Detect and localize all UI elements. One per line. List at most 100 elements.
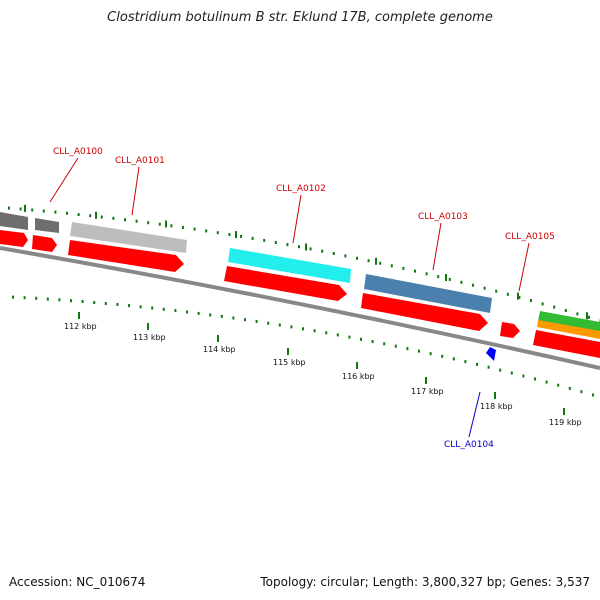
minor-tick bbox=[193, 227, 196, 231]
minor-tick bbox=[429, 352, 432, 356]
minor-tick bbox=[476, 362, 478, 366]
cog-bar-cll-a0105-green[interactable] bbox=[538, 311, 600, 332]
tick-label: 117 kbp bbox=[411, 387, 444, 396]
minor-tick bbox=[313, 329, 316, 333]
minor-tick bbox=[263, 238, 266, 242]
cds-track bbox=[0, 230, 600, 361]
minor-tick bbox=[495, 289, 498, 293]
minor-tick bbox=[54, 210, 57, 214]
minor-tick bbox=[209, 313, 212, 317]
cog-bar-cll-a0103[interactable] bbox=[364, 274, 492, 313]
minor-tick bbox=[112, 216, 115, 220]
minor-tick bbox=[93, 301, 96, 304]
cog-bar-cll-a0100[interactable] bbox=[35, 218, 59, 233]
cog-bar-partial-left[interactable] bbox=[0, 212, 28, 230]
minor-tick bbox=[124, 218, 126, 222]
cds-arrow-cll-a0103[interactable] bbox=[361, 293, 488, 331]
major-tick bbox=[217, 335, 219, 342]
minor-tick bbox=[8, 206, 10, 210]
major-tick bbox=[356, 362, 358, 369]
minor-tick bbox=[298, 245, 300, 249]
minor-tick bbox=[81, 300, 84, 303]
cog-track bbox=[0, 212, 600, 339]
minor-tick bbox=[244, 318, 246, 322]
minor-tick bbox=[336, 333, 339, 337]
gene-label-cll-a0104[interactable]: CLL_A0104 bbox=[444, 440, 494, 450]
cds-arrow-partial-left[interactable] bbox=[0, 230, 28, 247]
major-tick bbox=[235, 231, 237, 239]
cds-arrow-cll-a0101[interactable] bbox=[68, 240, 184, 272]
minor-tick bbox=[274, 241, 277, 244]
minor-tick bbox=[360, 337, 362, 341]
minor-tick bbox=[278, 323, 281, 327]
genome-backbone bbox=[0, 246, 600, 370]
minor-tick bbox=[240, 234, 242, 238]
minor-tick bbox=[205, 229, 208, 233]
minor-tick bbox=[197, 311, 200, 315]
minor-tick bbox=[228, 233, 231, 236]
minor-tick bbox=[414, 269, 416, 273]
cds-arrow-cll-a0100[interactable] bbox=[32, 235, 57, 252]
minor-tick bbox=[348, 335, 351, 339]
gene-labels: CLL_A0100 CLL_A0101 CLL_A0102 CLL_A0103 CLL_… bbox=[49, 147, 555, 450]
cog-bar-cll-a0105-orange[interactable] bbox=[537, 320, 600, 339]
major-tick bbox=[165, 220, 167, 228]
major-tick bbox=[563, 408, 565, 415]
gene-label-cll-a0101[interactable]: CLL_A0101 bbox=[115, 156, 165, 166]
minor-tick bbox=[576, 312, 579, 316]
minor-tick bbox=[344, 254, 347, 258]
cds-arrow-cll-a0104[interactable] bbox=[486, 347, 496, 361]
gene-leader-line bbox=[131, 166, 140, 216]
minor-tick bbox=[139, 305, 142, 309]
minor-tick bbox=[390, 264, 393, 268]
gene-label-cll-a0103[interactable]: CLL_A0103 bbox=[418, 212, 468, 222]
minor-tick bbox=[530, 299, 532, 303]
minor-tick bbox=[406, 347, 409, 351]
cog-bar-cll-a0102[interactable] bbox=[228, 248, 351, 283]
minor-tick bbox=[325, 331, 328, 335]
minor-tick bbox=[128, 304, 130, 308]
minor-tick bbox=[553, 305, 556, 309]
minor-tick bbox=[522, 374, 525, 378]
minor-tick bbox=[452, 357, 455, 361]
minor-tick bbox=[580, 390, 583, 394]
gene-label-cll-a0102[interactable]: CLL_A0102 bbox=[276, 184, 326, 194]
minor-tick bbox=[472, 283, 474, 287]
minor-tick bbox=[510, 371, 513, 375]
major-tick bbox=[287, 348, 289, 355]
gene-label-cll-a0105[interactable]: CLL_A0105 bbox=[505, 232, 555, 242]
minor-tick bbox=[182, 225, 184, 229]
major-tick bbox=[375, 257, 377, 265]
minor-tick bbox=[483, 286, 486, 290]
kbp-scale-labels: 112 kbp 113 kbp 114 kbp 115 kbp 116 kbp 117 k… bbox=[64, 322, 582, 427]
minor-tick bbox=[89, 214, 92, 218]
minor-tick bbox=[557, 383, 560, 387]
minor-tick bbox=[448, 277, 451, 281]
minor-tick bbox=[251, 236, 254, 240]
cds-arrow-cll-a0105[interactable] bbox=[533, 330, 600, 358]
minor-tick bbox=[383, 342, 386, 346]
gene-label-cll-a0100[interactable]: CLL_A0100 bbox=[53, 147, 103, 157]
major-tick bbox=[494, 392, 496, 399]
minor-tick bbox=[425, 272, 428, 276]
minor-tick bbox=[367, 259, 370, 263]
major-tick bbox=[425, 377, 427, 384]
outer-tick-ring bbox=[8, 204, 600, 323]
minor-tick bbox=[534, 377, 536, 381]
tick-label: 119 kbp bbox=[549, 418, 582, 427]
cds-arrow-cll-a0102[interactable] bbox=[224, 266, 347, 301]
minor-tick bbox=[70, 299, 72, 303]
cds-arrow-gene-117kbp[interactable] bbox=[500, 322, 520, 338]
minor-tick bbox=[286, 243, 289, 247]
minor-tick bbox=[267, 321, 270, 325]
minor-tick bbox=[402, 266, 405, 270]
major-tick bbox=[95, 211, 97, 219]
minor-tick bbox=[499, 368, 502, 372]
minor-tick bbox=[588, 315, 590, 319]
major-tick bbox=[24, 204, 26, 212]
minor-tick bbox=[174, 309, 177, 313]
map-title: Clostridium botulinum B str. Eklund 17B,… bbox=[107, 10, 493, 25]
minor-tick bbox=[216, 231, 219, 235]
cog-bar-cll-a0101[interactable] bbox=[70, 222, 187, 253]
